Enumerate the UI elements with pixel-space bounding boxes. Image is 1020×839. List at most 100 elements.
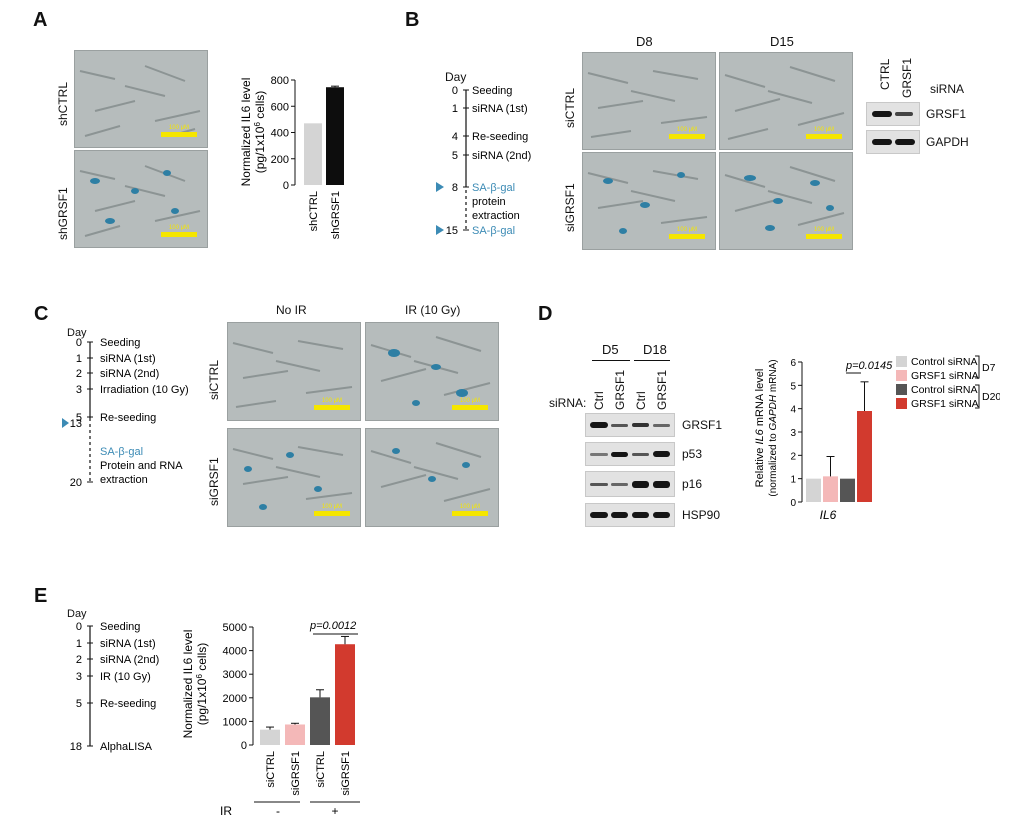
col-label-no-ir: No IR bbox=[276, 303, 307, 317]
legend-label: GRSF1 siRNA bbox=[911, 370, 979, 382]
micrograph-b-d8-sigrsf1: 100 μM bbox=[582, 152, 716, 250]
scale-bar bbox=[161, 232, 197, 237]
band bbox=[632, 481, 649, 488]
blot-d-p53 bbox=[585, 442, 675, 466]
micrograph-a-shctrl: 100 μM bbox=[74, 50, 208, 148]
y-tick-label: 3000 bbox=[223, 669, 247, 681]
blot-b-lane-grsf1: GRSF1 bbox=[900, 57, 914, 98]
col-label-d15: D15 bbox=[770, 34, 794, 49]
arrow-icon bbox=[436, 225, 444, 235]
bar-sictrl bbox=[260, 729, 280, 745]
ylabel-sup: 6 bbox=[195, 674, 204, 679]
blot-d-lane-1: Ctrl bbox=[592, 391, 606, 410]
scale-bar bbox=[314, 405, 350, 410]
blot-b-sirna-label: siRNA bbox=[930, 82, 965, 96]
band bbox=[632, 453, 649, 456]
cell-texture bbox=[587, 70, 708, 138]
tl-event: IR (10 Gy) bbox=[100, 671, 151, 683]
x-tick-label: siGRSF1 bbox=[340, 751, 352, 796]
timeline-e-title: Day bbox=[67, 608, 87, 620]
tl-event: Re-seeding bbox=[472, 131, 528, 143]
cell-texture bbox=[370, 442, 491, 502]
bar-sigrsf1 bbox=[335, 644, 355, 745]
y-tick-label: 0 bbox=[790, 498, 796, 509]
tl-day: 13 bbox=[70, 418, 82, 430]
chart-d-ylabel-2: (normalized to GAPDH mRNA) bbox=[768, 359, 779, 496]
chart-d-yaxis: 0 1 2 3 4 5 6 bbox=[790, 358, 803, 509]
col-label-d8: D8 bbox=[636, 34, 653, 49]
cell-texture bbox=[724, 166, 845, 231]
arrow-icon bbox=[62, 418, 69, 428]
cell-texture bbox=[79, 165, 201, 237]
row-label-shctrl: shCTRL bbox=[56, 81, 70, 126]
timeline-e-items: 0 Seeding 1 siRNA (1st) 2 siRNA (2nd) 3 IR (… bbox=[70, 621, 160, 753]
legend-swatch bbox=[896, 370, 907, 381]
legend-swatch bbox=[896, 356, 907, 367]
panel-label-d: D bbox=[538, 303, 553, 325]
ylabel-part: cells) bbox=[253, 91, 267, 122]
scale-text: 100 μM bbox=[676, 227, 698, 233]
band bbox=[872, 139, 892, 145]
chart-d-bars bbox=[806, 381, 872, 502]
x-tick-label: siCTRL bbox=[265, 751, 277, 788]
y-tick-label: 2000 bbox=[223, 693, 247, 705]
tl-day: 2 bbox=[76, 368, 82, 380]
scale-text: 100 μM bbox=[168, 125, 190, 131]
legend-label: GRSF1 siRNA bbox=[911, 398, 979, 410]
tl-event: siRNA (1st) bbox=[100, 638, 156, 650]
panel-label-a: A bbox=[33, 9, 48, 31]
scale-text: 100 μM bbox=[168, 225, 190, 231]
scale-bar bbox=[452, 405, 488, 410]
chart-a: Normalized IL6 level (pg/1x106 cells) 0 2… bbox=[239, 75, 344, 239]
micrograph-c-ir-sigrsf1: 100 μM bbox=[365, 428, 499, 527]
timeline-c-title: Day bbox=[67, 327, 87, 339]
chart-a-xticks: shCTRL shGRSF1 bbox=[308, 191, 342, 239]
tl-day: 0 bbox=[76, 337, 82, 349]
bar-grsf1-sirna-d20 bbox=[857, 411, 872, 502]
scale-bar bbox=[669, 234, 705, 239]
ylabel-part: mRNA level bbox=[754, 369, 766, 430]
y-tick-label: 5000 bbox=[223, 622, 247, 634]
band bbox=[590, 512, 608, 518]
chart-e-bars bbox=[260, 635, 355, 745]
chart-d-pvalue: p=0.0145 bbox=[845, 360, 893, 372]
ylabel-sup: 6 bbox=[253, 122, 262, 127]
band bbox=[872, 111, 892, 117]
blot-b-lane-ctrl: CTRL bbox=[878, 58, 892, 90]
micrograph-c-noir-sigrsf1: 100 μM bbox=[227, 428, 361, 527]
bar-sictrl bbox=[310, 697, 330, 745]
micrograph-c-noir-sictrl: 100 μM bbox=[227, 322, 361, 421]
x-tick-label: shGRSF1 bbox=[330, 191, 342, 239]
blot-d-protein-p53: p53 bbox=[682, 447, 703, 461]
y-tick-label: 400 bbox=[271, 128, 289, 140]
tl-event: Seeding bbox=[100, 337, 140, 349]
tl-day: 3 bbox=[76, 671, 82, 683]
y-tick-label: 600 bbox=[271, 101, 289, 113]
ylabel-part: cells) bbox=[195, 643, 209, 674]
group-line bbox=[634, 360, 670, 361]
chart-a-ylabel-2: (pg/1x106 cells) bbox=[253, 91, 268, 174]
tl-event: AlphaLISA bbox=[100, 741, 153, 753]
legend-label: Control siRNA bbox=[911, 356, 978, 368]
band bbox=[632, 423, 649, 427]
tl-event: siRNA (2nd) bbox=[100, 368, 159, 380]
tl-day: 1 bbox=[76, 638, 82, 650]
ylabel-part: (pg/1x10 bbox=[195, 678, 209, 725]
x-tick-label: siCTRL bbox=[315, 751, 327, 788]
band bbox=[590, 453, 608, 456]
ylabel-part: Relative bbox=[754, 445, 766, 488]
tl-day: 2 bbox=[76, 654, 82, 666]
scale-text: 100 μM bbox=[459, 398, 481, 404]
band bbox=[632, 512, 649, 518]
blot-d-group-d5: D5 bbox=[602, 342, 619, 357]
chart-e-yaxis: 0 1000 2000 3000 4000 5000 bbox=[223, 622, 254, 752]
chart-e-ir-plus: + bbox=[331, 804, 338, 818]
tl-day: 8 bbox=[452, 182, 458, 194]
micrograph-c-ir-sictrl: 100 μM bbox=[365, 322, 499, 421]
blot-d-grsf1 bbox=[585, 413, 675, 437]
tl-event: siRNA (1st) bbox=[472, 103, 528, 115]
row-label-sictrl-c: siCTRL bbox=[207, 359, 221, 400]
band bbox=[590, 422, 608, 428]
ylabel-part: mRNA) bbox=[768, 359, 779, 395]
timeline-c: 0 Seeding 1 siRNA (1st) 2 siRNA (2nd) 3 Irra… bbox=[62, 337, 189, 489]
